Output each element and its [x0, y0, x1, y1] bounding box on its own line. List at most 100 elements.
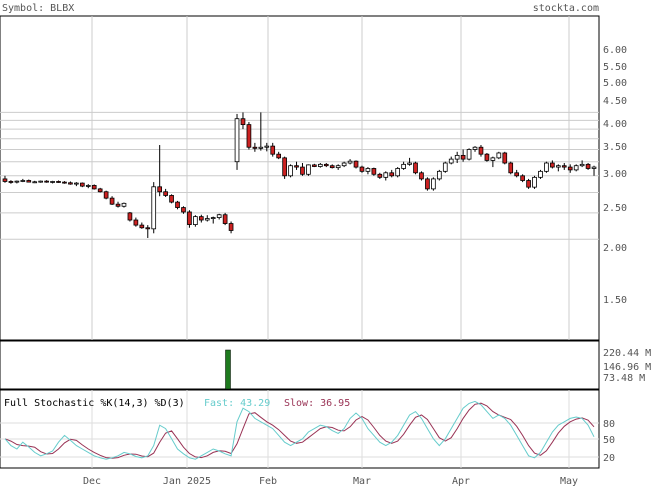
candle-body: [508, 162, 514, 174]
candle-body: [555, 165, 561, 168]
candle-body: [484, 153, 490, 161]
x-tick: Mar: [353, 476, 371, 486]
candle-body: [187, 211, 192, 225]
candle-body: [567, 166, 573, 171]
candle-body: [20, 180, 26, 182]
candle-body: [26, 180, 32, 183]
candle-body: [234, 118, 240, 163]
x-tick: May: [560, 476, 578, 486]
candle-body: [115, 203, 121, 207]
candle-body: [14, 180, 20, 183]
price-tick: 2.50: [603, 203, 627, 214]
candle-body: [85, 185, 91, 187]
candle-body: [413, 162, 418, 174]
candle-body: [550, 162, 555, 168]
candle-body: [97, 188, 103, 193]
candle-body: [520, 175, 525, 181]
candle-body: [466, 149, 472, 160]
candle-body: [44, 180, 49, 183]
candle-body: [288, 165, 293, 177]
candle-body: [264, 145, 270, 148]
candle-body: [436, 170, 442, 180]
x-tick: Jan 2025: [163, 476, 211, 486]
candle-body: [169, 195, 174, 203]
symbol-label: Symbol: BLBX: [2, 3, 74, 14]
stochastic-lines: [4, 400, 595, 460]
candle-body: [216, 214, 222, 218]
candle-body: [460, 154, 466, 160]
candle-body: [472, 146, 478, 150]
candle-body: [91, 185, 97, 190]
candle-body: [240, 118, 246, 126]
candle-body: [62, 181, 67, 184]
candle-body: [425, 178, 430, 190]
candle-body: [50, 181, 55, 183]
candle-body: [198, 216, 204, 221]
candle-body: [222, 214, 228, 224]
candle-body: [8, 181, 14, 183]
candle-body: [538, 170, 543, 178]
price-axis: 6.00 5.50 5.00 4.50 4.00 3.50 3.00 2.50 …: [603, 45, 627, 306]
price-tick: 1.50: [603, 295, 627, 306]
fast-label: Fast: 43.29: [204, 398, 270, 409]
candle-body: [329, 165, 335, 169]
candle-body: [175, 201, 180, 208]
stochastic-title: Full Stochastic %K(14,3) %D(3): [4, 398, 185, 409]
candle-body: [383, 172, 389, 178]
candle-body: [389, 172, 395, 177]
price-panel: [0, 15, 600, 341]
candle-body: [163, 191, 168, 196]
candle-body: [145, 227, 151, 230]
candle-body: [448, 158, 454, 164]
price-tick: 5.00: [603, 78, 627, 89]
candle-body: [32, 181, 38, 184]
candle-body: [365, 168, 371, 172]
price-tick: 4.00: [603, 119, 627, 130]
volume-tick: 220.44 M: [603, 348, 651, 359]
candle-body: [127, 212, 133, 221]
volume-bar: [225, 349, 231, 390]
candle-body: [585, 163, 591, 169]
candle-body: [490, 157, 496, 161]
candle-body: [312, 164, 317, 167]
candle-body: [151, 186, 157, 230]
fast-line: [4, 400, 595, 460]
candle-body: [282, 157, 287, 177]
slow-label: Slow: 36.95: [284, 398, 350, 409]
candle-body: [246, 124, 252, 148]
candle-body: [133, 219, 139, 226]
slow-line: [4, 402, 595, 459]
candle-body: [431, 178, 436, 190]
volume-panel: [0, 340, 600, 390]
candle-body: [526, 180, 531, 188]
candle-body: [306, 164, 311, 175]
candle-body: [377, 173, 383, 178]
candle-body: [139, 224, 145, 229]
price-tick: 6.00: [603, 45, 627, 56]
candle-body: [204, 218, 210, 221]
candle-body: [193, 216, 198, 225]
candle-body: [56, 181, 61, 183]
candles: [2, 112, 597, 238]
candle-body: [579, 163, 585, 167]
candle-body: [109, 197, 115, 205]
candle-body: [359, 166, 365, 172]
x-tick: Apr: [452, 476, 470, 486]
candle-body: [121, 202, 127, 207]
candle-body: [294, 165, 299, 168]
candle-body: [347, 160, 353, 164]
candle-body: [514, 172, 520, 177]
candle-body: [419, 172, 424, 180]
candle-body: [544, 162, 549, 172]
candle-body: [74, 182, 79, 185]
candle-body: [38, 180, 44, 183]
price-tick: 3.00: [603, 169, 627, 180]
candle-body: [68, 182, 73, 185]
candle-body: [181, 207, 186, 213]
candle-body: [157, 186, 163, 193]
candle-body: [317, 163, 323, 167]
price-tick: 2.00: [603, 243, 627, 254]
stoch-tick: 80: [603, 419, 615, 430]
volume-tick: 73.48 M: [603, 373, 645, 384]
